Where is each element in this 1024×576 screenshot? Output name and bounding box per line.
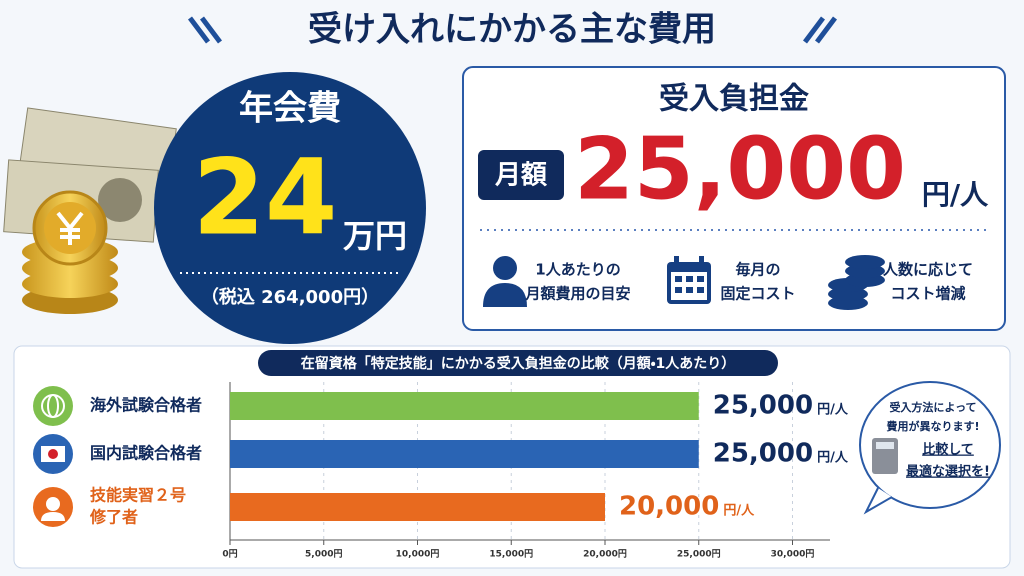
chart-title-pill: [258, 350, 778, 376]
feature-icons: [483, 255, 885, 310]
feature-text: 毎月の: [735, 261, 780, 279]
x-tick-label: 25,000円: [677, 549, 721, 560]
category-label: 技能実習２号: [90, 486, 186, 505]
annual-fee-label: 年会費: [239, 89, 341, 129]
page-title: 受け入れにかかる主な費用: [308, 10, 716, 50]
x-tick-label: 5,000円: [305, 549, 342, 560]
globe: [47, 394, 59, 418]
x-tick-label: 15,000円: [489, 549, 533, 560]
value-unit: 円/人: [723, 504, 755, 519]
monthly-title: 受入負担金: [659, 82, 809, 117]
category-label: 海外試験合格者: [90, 396, 202, 415]
worker-head: [46, 497, 60, 511]
feature-text: 月額費用の目安: [524, 285, 630, 303]
value-label: 25,000: [713, 439, 813, 469]
annual-fee-circle: [154, 72, 426, 344]
feature-text: 人数に応じて: [882, 261, 973, 279]
callout-text: 受入方法によって: [889, 400, 976, 414]
badge-text: 月額: [494, 161, 548, 191]
bar: [230, 392, 699, 420]
x-tick-label: 30,000円: [771, 549, 815, 560]
callout-text: 費用が異なります!: [886, 419, 979, 433]
callout-tail: [863, 487, 893, 515]
monthly-unit: 円/人: [922, 178, 989, 211]
monthly-amount: 25,000: [574, 119, 906, 219]
callout-highlight: 比較して: [922, 442, 974, 458]
value-label: 20,000: [619, 492, 719, 522]
chart-title: 在留資格「特定技能」にかかる受入負担金の比較（月額・1人あたり）: [301, 355, 736, 372]
bar: [230, 440, 699, 468]
value-unit: 円/人: [817, 403, 849, 418]
bar: [230, 493, 605, 521]
flag-dot: [48, 449, 58, 459]
feature-text: 1人あたりの: [535, 261, 620, 279]
value-label: 25,000: [713, 391, 813, 421]
tax-note: （税込 264,000円）: [201, 286, 379, 308]
callout-highlight: 最適な選択を!: [906, 464, 990, 480]
category-icon-globe: [33, 386, 73, 426]
x-tick-label: 20,000円: [583, 549, 627, 560]
header-deco: [188, 16, 837, 44]
feature-text: コスト増減: [890, 285, 965, 303]
category-label: 修了者: [89, 508, 138, 527]
worker-body: [41, 512, 65, 521]
value-unit: 円/人: [817, 451, 849, 466]
calculator-screen: [876, 442, 894, 449]
callout-bubble: [859, 381, 1001, 509]
badge: [478, 150, 564, 200]
x-tick-label: 0円: [222, 549, 237, 560]
annual-fee-amount: 24: [193, 136, 338, 258]
x-tick-label: 10,000円: [396, 549, 440, 560]
feature-text: 固定コスト: [720, 285, 795, 303]
annual-fee-unit: 万円: [343, 217, 407, 255]
money-illustration: [3, 107, 177, 314]
category-label: 国内試験合格者: [90, 444, 202, 463]
